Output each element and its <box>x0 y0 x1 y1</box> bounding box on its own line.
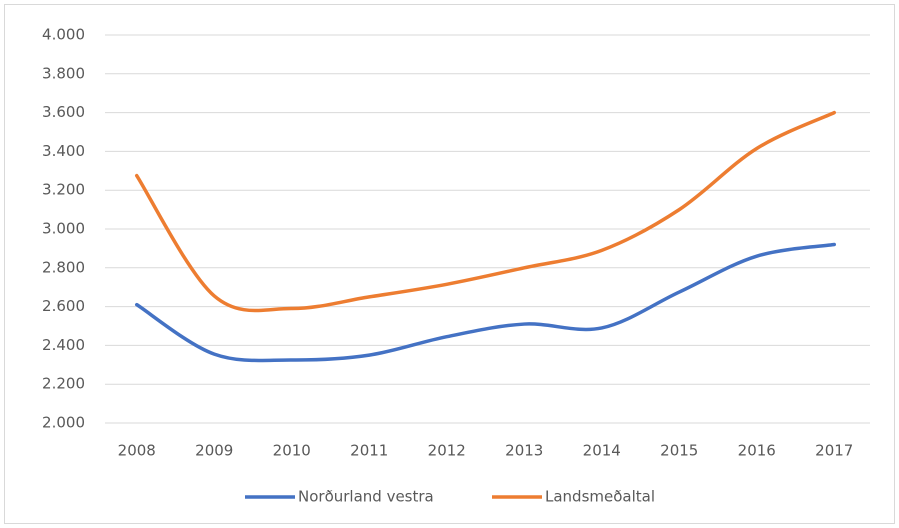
x-tick-label: 2016 <box>738 442 776 460</box>
y-tick-label: 2.000 <box>42 414 85 432</box>
y-tick-label: 3.400 <box>42 142 85 160</box>
chart-border <box>4 4 895 524</box>
y-tick-label: 2.400 <box>42 336 85 354</box>
y-tick-label: 3.800 <box>42 64 85 82</box>
legend-label: Norðurland vestra <box>298 488 434 506</box>
x-tick-label: 2017 <box>815 442 853 460</box>
x-tick-label: 2011 <box>350 442 388 460</box>
y-tick-label: 2.600 <box>42 297 85 315</box>
line <box>135 242 836 363</box>
x-tick-label: 2015 <box>660 442 698 460</box>
y-tick-label: 2.800 <box>42 258 85 276</box>
x-tick-label: 2014 <box>583 442 621 460</box>
y-tick-label: 3.000 <box>42 220 85 238</box>
y-tick-label: 2.200 <box>42 375 85 393</box>
line <box>135 110 836 313</box>
x-tick-label: 2009 <box>195 442 233 460</box>
y-tick-label: 3.600 <box>42 103 85 121</box>
x-tick-label: 2013 <box>505 442 543 460</box>
legend-label: Landsmeðaltal <box>545 488 655 506</box>
y-tick-label: 4.000 <box>42 26 85 44</box>
x-tick-label: 2012 <box>428 442 466 460</box>
y-tick-label: 3.200 <box>42 181 85 199</box>
x-tick-label: 2008 <box>118 442 156 460</box>
x-tick-label: 2010 <box>273 442 311 460</box>
